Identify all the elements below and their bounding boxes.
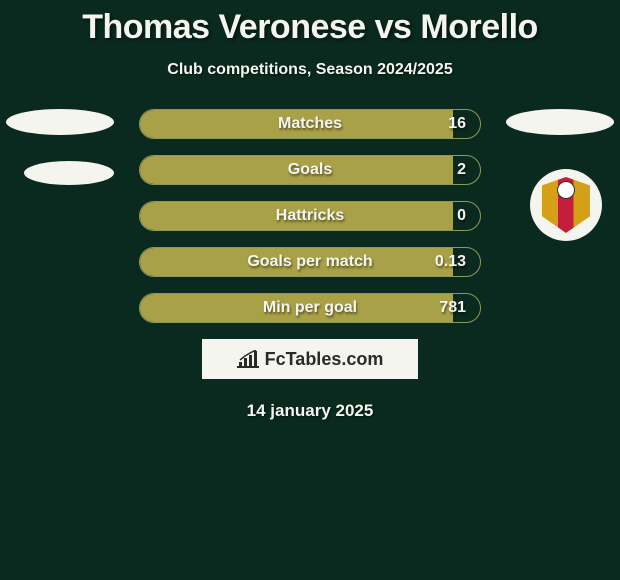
stats-area: Matches 16 Goals 2 Hattricks 0 Goals per match…	[0, 109, 620, 421]
fctables-logo: FcTables.com	[202, 339, 418, 379]
stat-value: 0	[457, 207, 466, 225]
club-badge	[530, 169, 602, 241]
stat-label: Hattricks	[276, 207, 344, 225]
stat-label: Min per goal	[263, 299, 357, 317]
stat-label: Goals	[288, 161, 332, 179]
date-text: 14 january 2025	[0, 401, 620, 421]
stat-value: 16	[448, 115, 466, 133]
club-badge-icon	[542, 177, 590, 233]
stat-bar: Goals 2	[139, 155, 481, 185]
stats-bars: Matches 16 Goals 2 Hattricks 0 Goals per match…	[0, 109, 620, 323]
logo-text: FcTables.com	[265, 349, 384, 370]
stat-label: Matches	[278, 115, 342, 133]
subtitle: Club competitions, Season 2024/2025	[0, 61, 620, 79]
stat-label: Goals per match	[247, 253, 372, 271]
stat-value: 781	[439, 299, 466, 317]
player-avatar-placeholder-right	[506, 109, 614, 135]
player-avatar-placeholder-left	[6, 109, 114, 135]
stat-bar: Min per goal 781	[139, 293, 481, 323]
stat-bar: Matches 16	[139, 109, 481, 139]
stat-value: 0.13	[435, 253, 466, 271]
player-avatar-placeholder-left-2	[24, 161, 114, 185]
stat-value: 2	[457, 161, 466, 179]
chart-icon	[237, 350, 259, 368]
stat-bar: Goals per match 0.13	[139, 247, 481, 277]
page-title: Thomas Veronese vs Morello	[0, 0, 620, 47]
stat-bar: Hattricks 0	[139, 201, 481, 231]
